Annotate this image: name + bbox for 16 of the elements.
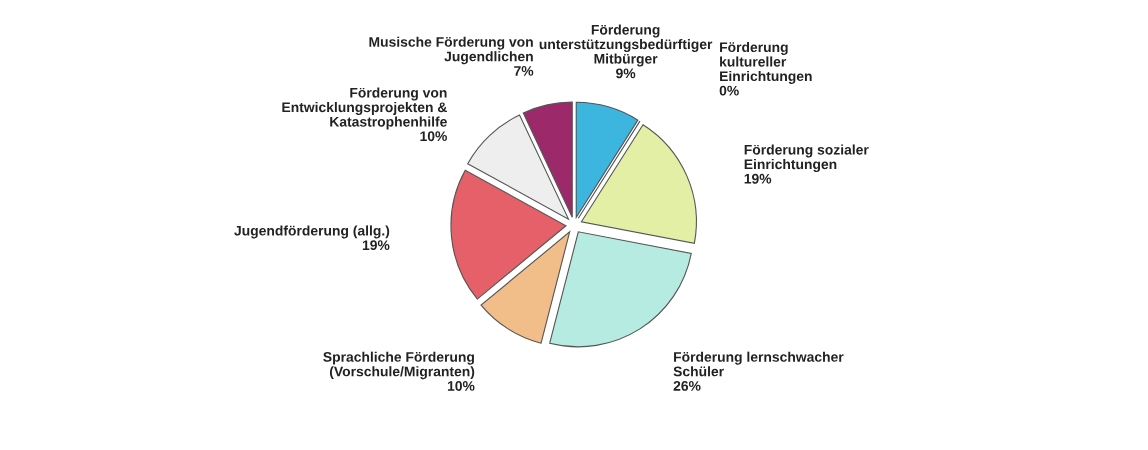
- data-label: 9%: [616, 68, 636, 79]
- slice-label: Musische Förderung von Jugendlichen: [369, 36, 533, 65]
- slice-label: Förderung lernschwacher Schüler: [673, 351, 844, 377]
- data-label: 19%: [744, 173, 772, 184]
- slice-label: Förderung unterstützungsbedürftiger Mitbürger: [539, 24, 713, 67]
- data-label: 10%: [420, 131, 447, 142]
- data-label: 26%: [673, 380, 701, 391]
- data-label: 10%: [447, 381, 475, 391]
- text: 0%: [719, 85, 739, 96]
- slice-label: Sprachliche Förderung (Vorschule/Migranten): [323, 351, 475, 380]
- data-label: 19%: [362, 240, 390, 251]
- data-label: 7%: [514, 66, 534, 76]
- slice-label: Jugendförderung (allg.): [234, 225, 390, 239]
- category-label: Förderung kultureller Einrichtungen: [720, 41, 812, 84]
- slice-label: Förderung von Entwicklungsprojekten & Katastrophenhilfe: [282, 87, 447, 130]
- slice-label: Förderung sozialer Einrichtungen: [744, 144, 869, 172]
